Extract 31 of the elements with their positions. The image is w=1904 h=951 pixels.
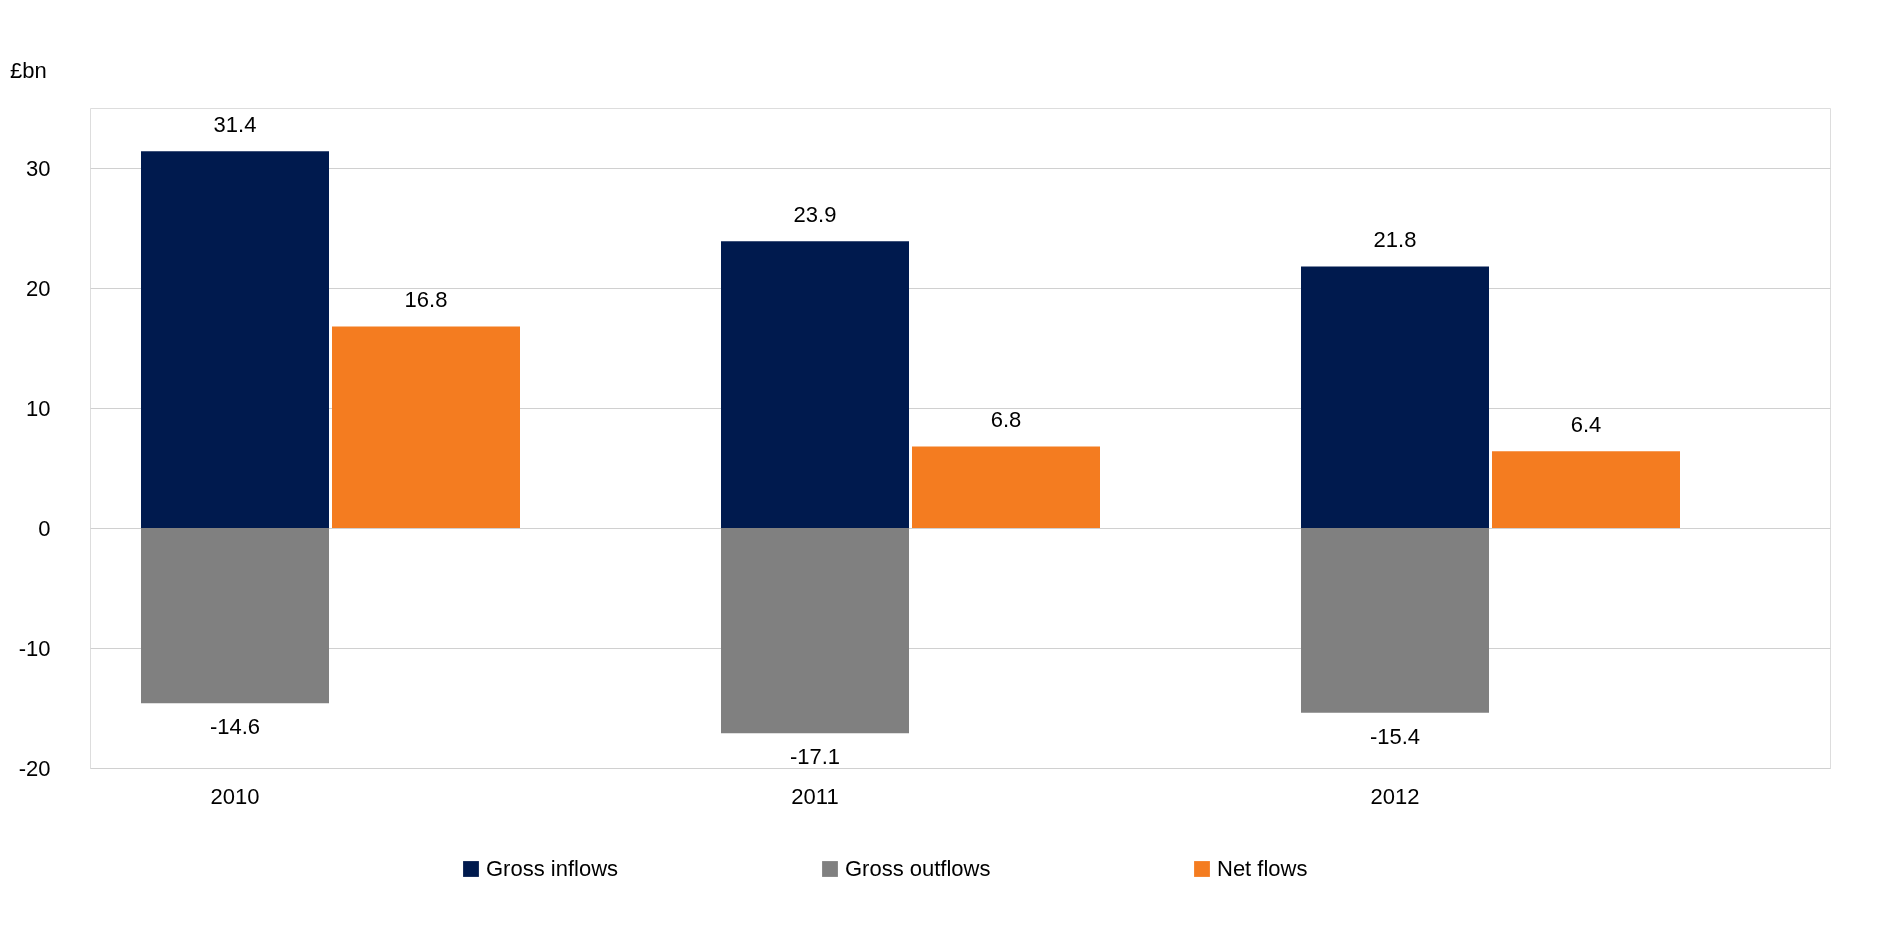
x-tick-label: 2012 xyxy=(1370,783,1420,809)
y-tick-label: -10 xyxy=(18,635,51,661)
data-label: 16.8 xyxy=(404,287,448,313)
bar xyxy=(1301,528,1489,713)
data-label: -17.1 xyxy=(789,744,841,770)
data-label: 6.4 xyxy=(1570,412,1602,438)
bar xyxy=(332,326,520,528)
legend-label: Net flows xyxy=(1217,856,1308,881)
y-tick-label: 30 xyxy=(26,155,51,181)
bar xyxy=(912,446,1100,528)
bar xyxy=(721,528,909,734)
y-axis-title: £bn xyxy=(10,58,47,83)
legend-label: Gross outflows xyxy=(845,856,991,881)
data-label: -14.6 xyxy=(209,714,261,740)
x-tick-label: 2010 xyxy=(210,783,260,809)
data-label: -15.4 xyxy=(1369,723,1421,749)
data-label: 23.9 xyxy=(793,202,837,228)
bar xyxy=(141,528,329,704)
y-tick-label: -20 xyxy=(18,755,51,781)
bar xyxy=(141,151,329,528)
data-label: 6.8 xyxy=(990,407,1022,433)
bar xyxy=(1492,451,1680,528)
y-tick-label: 0 xyxy=(38,515,51,541)
bar xyxy=(1301,266,1489,528)
x-tick-label: 2011 xyxy=(791,783,839,809)
bar xyxy=(721,241,909,528)
y-tick-label: 10 xyxy=(26,395,51,421)
data-label: 31.4 xyxy=(213,112,257,138)
legend-label: Gross inflows xyxy=(486,856,619,881)
data-label: 21.8 xyxy=(1373,227,1417,253)
y-tick-label: 20 xyxy=(26,275,51,301)
